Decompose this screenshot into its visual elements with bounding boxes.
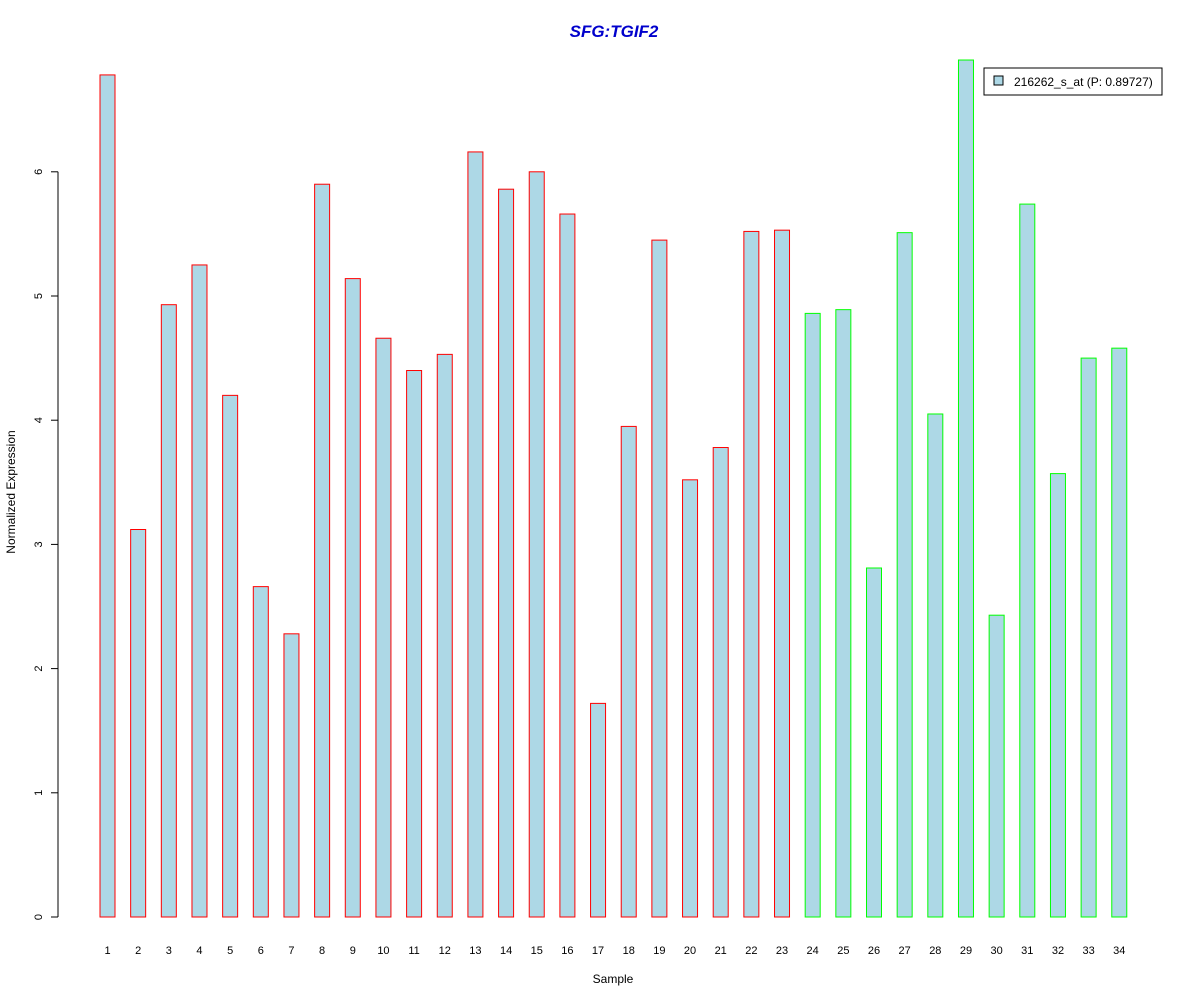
bar-sample-34 <box>1111 347 1128 918</box>
x-tick-label: 14 <box>500 945 512 957</box>
bar-sample-18 <box>620 425 637 918</box>
x-tick-label: 21 <box>715 945 727 957</box>
bar-sample-3 <box>160 304 177 918</box>
bar-sample-31 <box>1019 203 1036 918</box>
bar-sample-12 <box>436 353 453 918</box>
x-tick-label: 9 <box>350 945 356 957</box>
x-tick-label: 12 <box>439 945 451 957</box>
x-tick-label: 34 <box>1113 945 1125 957</box>
bar-sample-32 <box>1049 473 1066 918</box>
x-tick-label: 10 <box>377 945 389 957</box>
bar-sample-13 <box>467 151 484 918</box>
x-tick-label: 22 <box>745 945 757 957</box>
bar-sample-11 <box>406 370 423 918</box>
bar-sample-14 <box>498 188 515 918</box>
y-tick-label: 3 <box>33 541 45 547</box>
x-tick-label: 5 <box>227 945 233 957</box>
bars-group <box>99 59 1128 918</box>
x-tick-label: 30 <box>991 945 1003 957</box>
x-tick-label: 29 <box>960 945 972 957</box>
y-tick-label: 1 <box>33 790 45 796</box>
bar-sample-33 <box>1080 357 1097 918</box>
bar-sample-5 <box>222 394 239 918</box>
x-tick-label: 33 <box>1082 945 1094 957</box>
bar-sample-20 <box>682 479 699 918</box>
x-tick-label: 15 <box>531 945 543 957</box>
x-tick-label: 31 <box>1021 945 1033 957</box>
legend-swatch <box>993 75 1004 86</box>
x-tick-label: 27 <box>899 945 911 957</box>
bar-sample-19 <box>651 239 668 918</box>
bar-sample-15 <box>528 171 545 918</box>
y-tick-label: 4 <box>33 417 45 423</box>
x-tick-label: 3 <box>166 945 172 957</box>
bar-sample-25 <box>835 309 852 918</box>
x-tick-label: 4 <box>196 945 202 957</box>
bar-sample-30 <box>988 614 1005 918</box>
x-tick-labels: 1 2 3 4 5 6 7 8 9 10 11 12 13 14 15 16 17 18 19 20 21 22 23 24 2… <box>104 945 1125 957</box>
y-tick-label: 0 <box>33 914 45 920</box>
legend-label: 216262_s_at (P: 0.89727) <box>1014 75 1153 89</box>
x-tick-label: 28 <box>929 945 941 957</box>
bar-sample-8 <box>314 183 331 918</box>
bar-sample-24 <box>804 312 821 918</box>
x-tick-label: 2 <box>135 945 141 957</box>
bar-sample-4 <box>191 264 208 918</box>
bar-sample-28 <box>927 413 944 918</box>
x-tick-label: 8 <box>319 945 325 957</box>
bar-sample-27 <box>896 232 913 918</box>
y-axis-label: Normalized Expression <box>4 430 18 553</box>
x-tick-label: 26 <box>868 945 880 957</box>
bar-sample-16 <box>559 213 576 918</box>
bar-sample-6 <box>252 586 269 918</box>
x-tick-label: 16 <box>561 945 573 957</box>
x-tick-label: 17 <box>592 945 604 957</box>
x-axis-label: Sample <box>593 972 634 986</box>
x-tick-label: 7 <box>288 945 294 957</box>
bar-sample-23 <box>774 229 791 918</box>
x-tick-label: 1 <box>104 945 110 957</box>
x-tick-label: 23 <box>776 945 788 957</box>
x-tick-label: 20 <box>684 945 696 957</box>
bar-sample-17 <box>590 702 607 918</box>
bar-sample-2 <box>130 529 147 918</box>
bar-sample-10 <box>375 337 392 918</box>
x-tick-label: 11 <box>408 945 419 957</box>
legend-box <box>983 67 1163 96</box>
bar-sample-22 <box>743 230 760 918</box>
x-tick-label: 18 <box>623 945 635 957</box>
x-tick-label: 25 <box>837 945 849 957</box>
y-tick-label: 2 <box>33 666 45 672</box>
bar-sample-29 <box>957 59 974 918</box>
bar-sample-21 <box>712 447 729 918</box>
bar-sample-7 <box>283 633 300 918</box>
bar-sample-1 <box>99 74 116 918</box>
y-axis: 0 1 2 3 4 5 6 <box>33 169 59 920</box>
y-tick-label: 5 <box>33 293 45 299</box>
chart-title: SFG:TGIF2 <box>570 22 659 41</box>
x-tick-label: 24 <box>807 945 819 957</box>
x-tick-label: 6 <box>258 945 264 957</box>
x-tick-label: 13 <box>469 945 481 957</box>
bar-sample-26 <box>866 567 882 918</box>
y-tick-label: 6 <box>33 169 45 175</box>
legend: 216262_s_at (P: 0.89727) <box>983 67 1163 96</box>
x-tick-label: 19 <box>653 945 665 957</box>
x-tick-label: 32 <box>1052 945 1064 957</box>
bar-sample-9 <box>344 278 361 918</box>
